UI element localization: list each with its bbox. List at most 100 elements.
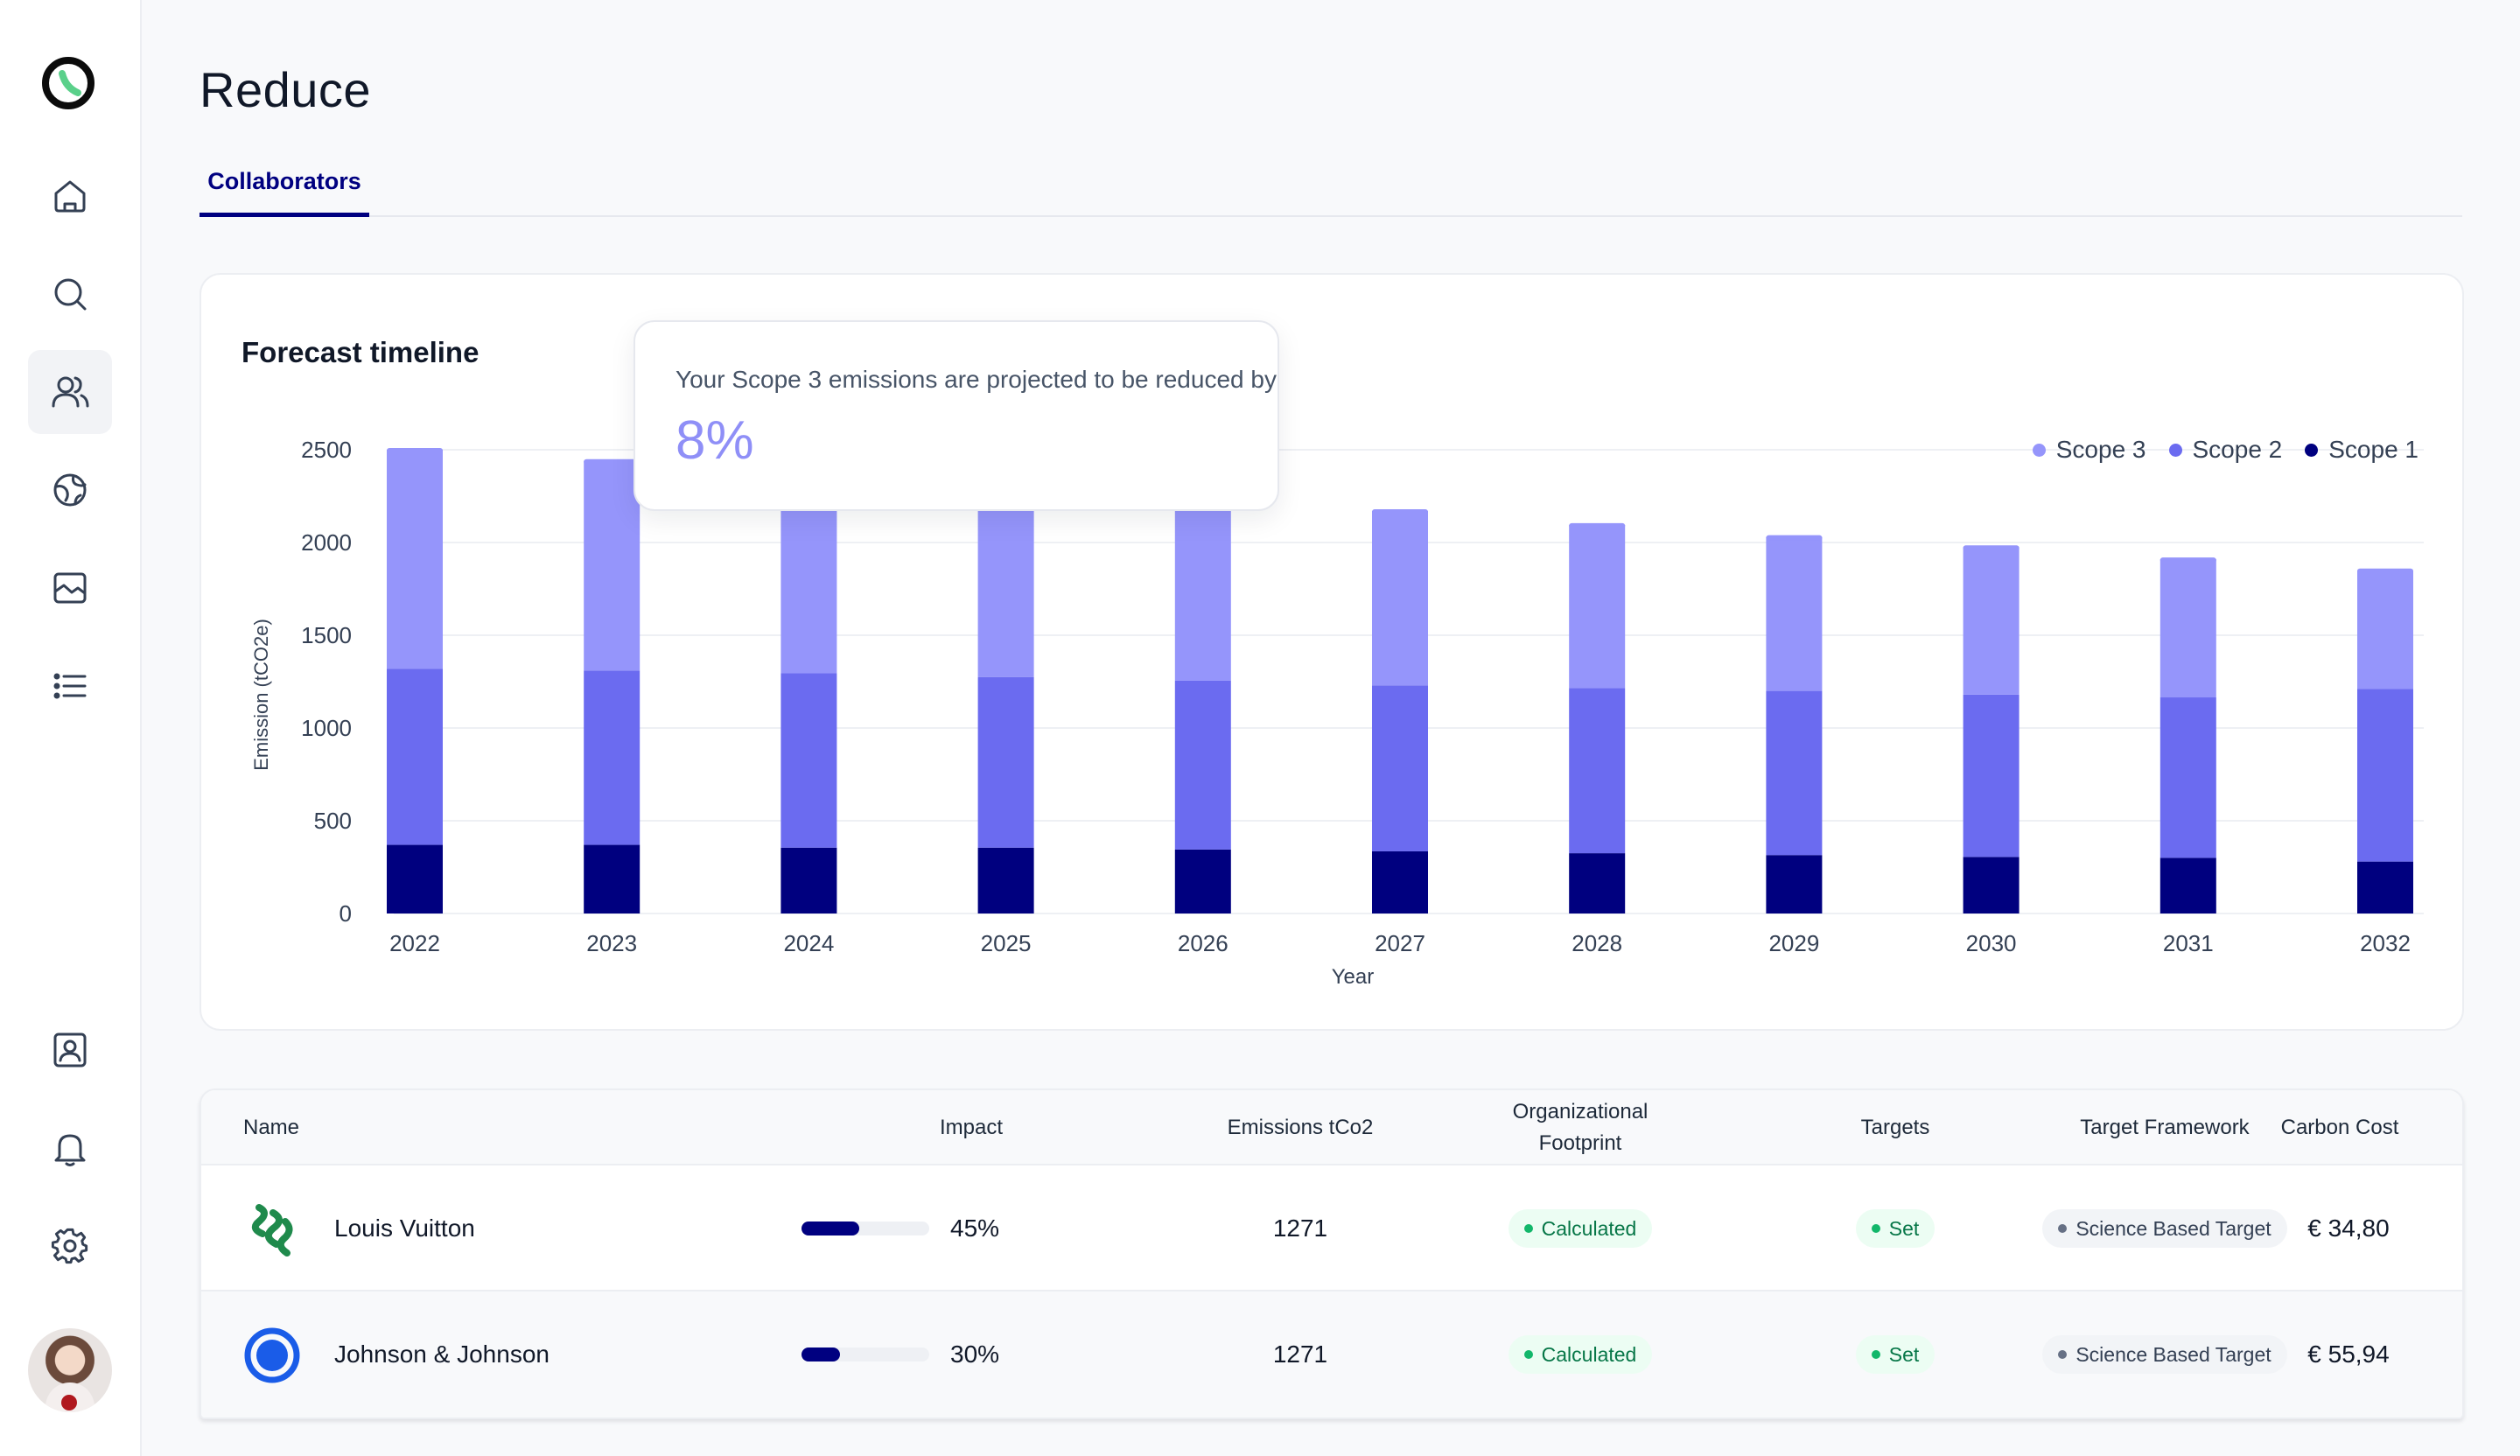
table-row[interactable]: Louis Vuitton 45% 1271 Calculated Set Sc… [201, 1166, 2462, 1292]
list-icon [53, 673, 87, 699]
legend-label-scope3: Scope 3 [2055, 436, 2146, 463]
header-footprint[interactable]: Organizational Footprint [1466, 1090, 1694, 1166]
bar-segment-scope3 [1569, 524, 1626, 689]
legend-label-scope1: Scope 1 [2328, 436, 2418, 463]
framework-cell: Science Based Target [2034, 1166, 2296, 1292]
globe-icon [53, 473, 87, 507]
framework-badge: Science Based Target [2042, 1335, 2287, 1374]
nav-home[interactable] [28, 154, 112, 238]
framework-label: Science Based Target [2076, 1216, 2272, 1240]
status-dot [1871, 1350, 1880, 1359]
x-tick-label: 2030 [1966, 930, 2017, 956]
header-name[interactable]: Name [243, 1116, 300, 1139]
contact-icon [53, 1032, 87, 1068]
company-name[interactable]: Johnson & Johnson [334, 1340, 550, 1368]
bar-segment-scope3 [977, 491, 1034, 677]
bar-segment-scope1 [1174, 849, 1231, 914]
bar-segment-scope2 [977, 676, 1034, 848]
x-tick-label: 2029 [1768, 930, 1819, 956]
bar-segment-scope1 [1372, 850, 1428, 914]
emissions-value: 1271 [1272, 1214, 1328, 1242]
bar-segment-scope1 [2160, 858, 2216, 914]
tab-collaborators[interactable]: Collaborators [200, 163, 369, 217]
avatar[interactable] [28, 1328, 112, 1412]
bar-segment-scope1 [977, 847, 1034, 914]
status-dot [1523, 1350, 1533, 1359]
bar-cap [2160, 557, 2216, 564]
company-name[interactable]: Louis Vuitton [334, 1214, 475, 1242]
legend-item-scope2[interactable]: Scope 2 [2168, 436, 2283, 464]
framework-cell: Science Based Target [2034, 1292, 2296, 1418]
bar-segment-scope2 [2160, 697, 2216, 858]
nav-settings[interactable] [28, 1204, 112, 1288]
x-tick-label: 2026 [1178, 930, 1228, 956]
x-tick-label: 2028 [1572, 930, 1622, 956]
bar-cap [1569, 522, 1626, 528]
bar-segment-scope1 [387, 844, 443, 914]
tab-bar: Collaborators [200, 163, 2462, 217]
bar-segment-scope1 [584, 844, 640, 914]
tooltip-value: 8% [676, 410, 754, 471]
bar-segment-scope2 [1174, 680, 1231, 850]
nav-notifications[interactable] [28, 1106, 112, 1190]
bar-cap [1372, 508, 1428, 514]
bar-segment-scope3 [1766, 536, 1823, 691]
impact-value: 45% [950, 1214, 1000, 1242]
x-tick-label: 2031 [2163, 930, 2214, 956]
x-tick-label: 2023 [586, 930, 637, 956]
emissions-value: 1271 [1272, 1340, 1328, 1368]
targets-badge: Set [1855, 1335, 1936, 1374]
bar-segment-scope3 [2357, 570, 2413, 690]
nav-search[interactable] [28, 252, 112, 336]
impact-value: 30% [950, 1340, 1000, 1368]
framework-badge: Science Based Target [2042, 1209, 2287, 1248]
nav-globe[interactable] [28, 448, 112, 532]
bar-segment-scope3 [780, 487, 837, 674]
table-row[interactable]: Johnson & Johnson 30% 1271 Calculated Se… [201, 1292, 2462, 1418]
image-icon [53, 572, 87, 604]
status-dot [1871, 1224, 1880, 1233]
app-logo[interactable] [39, 54, 97, 112]
louis-vuitton-logo [251, 1204, 293, 1256]
chart-legend: Scope 3 Scope 2 Scope 1 [2032, 436, 2418, 464]
header-targets[interactable]: Targets [1860, 1116, 1930, 1139]
search-icon [54, 278, 87, 311]
impact-bar [802, 1222, 929, 1236]
x-tick-label: 2025 [981, 930, 1032, 956]
targets-label: Set [1888, 1216, 1920, 1240]
y-tick-label: 0 [340, 900, 352, 927]
bar-segment-scope3 [387, 450, 443, 669]
users-icon [52, 376, 89, 408]
header-impact[interactable]: Impact [939, 1116, 1004, 1139]
bar-segment-scope2 [1372, 685, 1428, 851]
legend-item-scope3[interactable]: Scope 3 [2032, 436, 2146, 464]
x-tick-label: 2032 [2360, 930, 2411, 956]
legend-item-scope1[interactable]: Scope 1 [2305, 436, 2418, 464]
bar-cap [1963, 545, 2020, 551]
targets-cell: Set [1808, 1292, 1983, 1418]
bar-segment-scope2 [584, 670, 640, 845]
impact-bar-fill [802, 1348, 840, 1362]
bar-segment-scope1 [1963, 857, 2020, 914]
y-tick-label: 500 [314, 808, 352, 834]
nav-list[interactable] [28, 644, 112, 728]
y-tick-label: 2500 [301, 437, 352, 463]
bar-segment-scope2 [387, 668, 443, 845]
avatar-rose [61, 1395, 77, 1410]
footprint-cell: Calculated [1466, 1292, 1694, 1418]
forecast-chart-card: Forecast timeline 0 500 1000 1500 2000 2500 20… [200, 273, 2464, 1031]
header-carbon-cost[interactable]: Carbon Cost [2280, 1116, 2399, 1139]
x-tick-label: 2027 [1375, 930, 1425, 956]
header-framework[interactable]: Target Framework [2080, 1116, 2250, 1139]
legend-label-scope2: Scope 2 [2192, 436, 2283, 463]
bar-cap [584, 458, 640, 465]
bar-segment-scope2 [1963, 694, 2020, 858]
y-tick-label: 1000 [301, 715, 352, 741]
nav-collaborators[interactable] [28, 350, 112, 434]
forecast-chart: 0 500 1000 1500 2000 2500 2022 2023 2024 2025 2026… [250, 437, 2424, 989]
header-emissions[interactable]: Emissions tCo2 [1227, 1116, 1374, 1139]
nav-contact[interactable] [28, 1008, 112, 1092]
x-tick-label: 2024 [783, 930, 834, 956]
nav-image[interactable] [28, 546, 112, 630]
bar-segment-scope3 [1963, 547, 2020, 695]
